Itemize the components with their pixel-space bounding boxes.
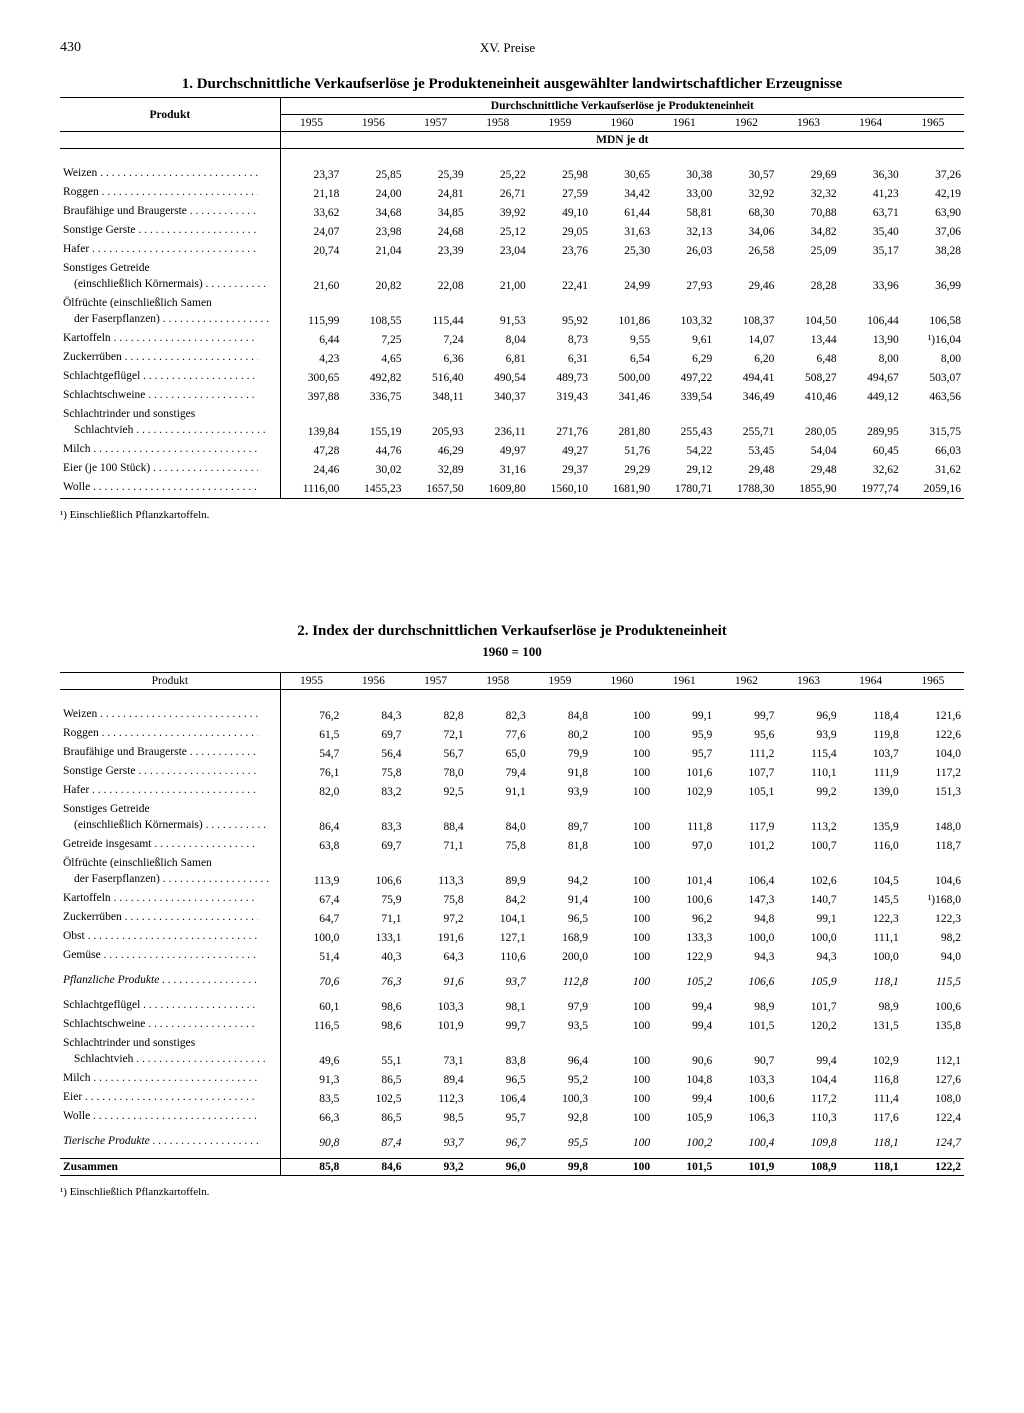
table-row: Schlachtgeflügel . . . . . . . . . . . .… <box>60 997 964 1016</box>
table1-footnote: ¹) Einschließlich Pflanzkartoffeln. <box>60 509 964 521</box>
table-row: Getreide insgesamt . . . . . . . . . . .… <box>60 836 964 855</box>
table-row: Gemüse . . . . . . . . . . . . . . . . .… <box>60 947 964 966</box>
table-row: Zuckerrüben . . . . . . . . . . . . . . … <box>60 909 964 928</box>
table-row: Milch . . . . . . . . . . . . . . . . . … <box>60 441 964 460</box>
table-row: Zuckerrüben . . . . . . . . . . . . . . … <box>60 349 964 368</box>
page-number: 430 <box>60 40 81 56</box>
table-row: Sonstiges Getreide <box>60 260 964 276</box>
table-row: Weizen . . . . . . . . . . . . . . . . .… <box>60 706 964 725</box>
table-row: der Faserpflanzen) . . . . . . . . . . .… <box>60 871 964 890</box>
table-row: Roggen . . . . . . . . . . . . . . . . .… <box>60 184 964 203</box>
table2-subtitle: 1960 = 100 <box>60 644 964 660</box>
table-row: Schlachtschweine . . . . . . . . . . . .… <box>60 1016 964 1035</box>
table-row: Ölfrüchte (einschließlich Samen <box>60 295 964 311</box>
section-label: XV. Preise <box>480 40 535 56</box>
table2: Produkt195519561957195819591960196119621… <box>60 672 964 1180</box>
table-row: Weizen . . . . . . . . . . . . . . . . .… <box>60 165 964 184</box>
table-row: Sonstige Gerste . . . . . . . . . . . . … <box>60 763 964 782</box>
table-row: Tierische Produkte . . . . . . . . . . .… <box>60 1133 964 1152</box>
table-row: Kartoffeln . . . . . . . . . . . . . . .… <box>60 890 964 909</box>
table-row: Braufähige und Braugerste . . . . . . . … <box>60 744 964 763</box>
table-row: Sonstige Gerste . . . . . . . . . . . . … <box>60 222 964 241</box>
table-row: Hafer . . . . . . . . . . . . . . . . . … <box>60 782 964 801</box>
table-row: der Faserpflanzen) . . . . . . . . . . .… <box>60 311 964 330</box>
page-header: 430 XV. Preise <box>60 40 964 56</box>
table-row: Obst . . . . . . . . . . . . . . . . . .… <box>60 928 964 947</box>
table-row: Schlachtschweine . . . . . . . . . . . .… <box>60 387 964 406</box>
table-row: Schlachtrinder und sonstiges <box>60 1035 964 1051</box>
table1-title: 1. Durchschnittliche Verkaufserlöse je P… <box>60 76 964 93</box>
table1: ProduktDurchschnittliche Verkaufserlöse … <box>60 97 964 503</box>
table-row: Wolle . . . . . . . . . . . . . . . . . … <box>60 479 964 499</box>
table-row: Schlachtgeflügel . . . . . . . . . . . .… <box>60 368 964 387</box>
table-row: Wolle . . . . . . . . . . . . . . . . . … <box>60 1108 964 1127</box>
table-row: (einschließlich Körnermais) . . . . . . … <box>60 276 964 295</box>
table-row: Milch . . . . . . . . . . . . . . . . . … <box>60 1070 964 1089</box>
table-row: Eier (je 100 Stück) . . . . . . . . . . … <box>60 460 964 479</box>
table-row: Hafer . . . . . . . . . . . . . . . . . … <box>60 241 964 260</box>
table-row: Ölfrüchte (einschließlich Samen <box>60 855 964 871</box>
table-row: Schlachtvieh . . . . . . . . . . . . . .… <box>60 422 964 441</box>
table-row: Roggen . . . . . . . . . . . . . . . . .… <box>60 725 964 744</box>
table-row: Schlachtvieh . . . . . . . . . . . . . .… <box>60 1051 964 1070</box>
table-row: Zusammen85,884,693,296,099,8100101,5101,… <box>60 1158 964 1175</box>
table-row: (einschließlich Körnermais) . . . . . . … <box>60 817 964 836</box>
table-row: Kartoffeln . . . . . . . . . . . . . . .… <box>60 330 964 349</box>
table-row: Schlachtrinder und sonstiges <box>60 406 964 422</box>
table2-footnote: ¹) Einschließlich Pflanzkartoffeln. <box>60 1186 964 1198</box>
table-row: Braufähige und Braugerste . . . . . . . … <box>60 203 964 222</box>
table-row: Pflanzliche Produkte . . . . . . . . . .… <box>60 972 964 991</box>
table-row: Sonstiges Getreide <box>60 801 964 817</box>
table-row: Eier . . . . . . . . . . . . . . . . . .… <box>60 1089 964 1108</box>
table2-title: 2. Index der durchschnittlichen Verkaufs… <box>60 623 964 640</box>
